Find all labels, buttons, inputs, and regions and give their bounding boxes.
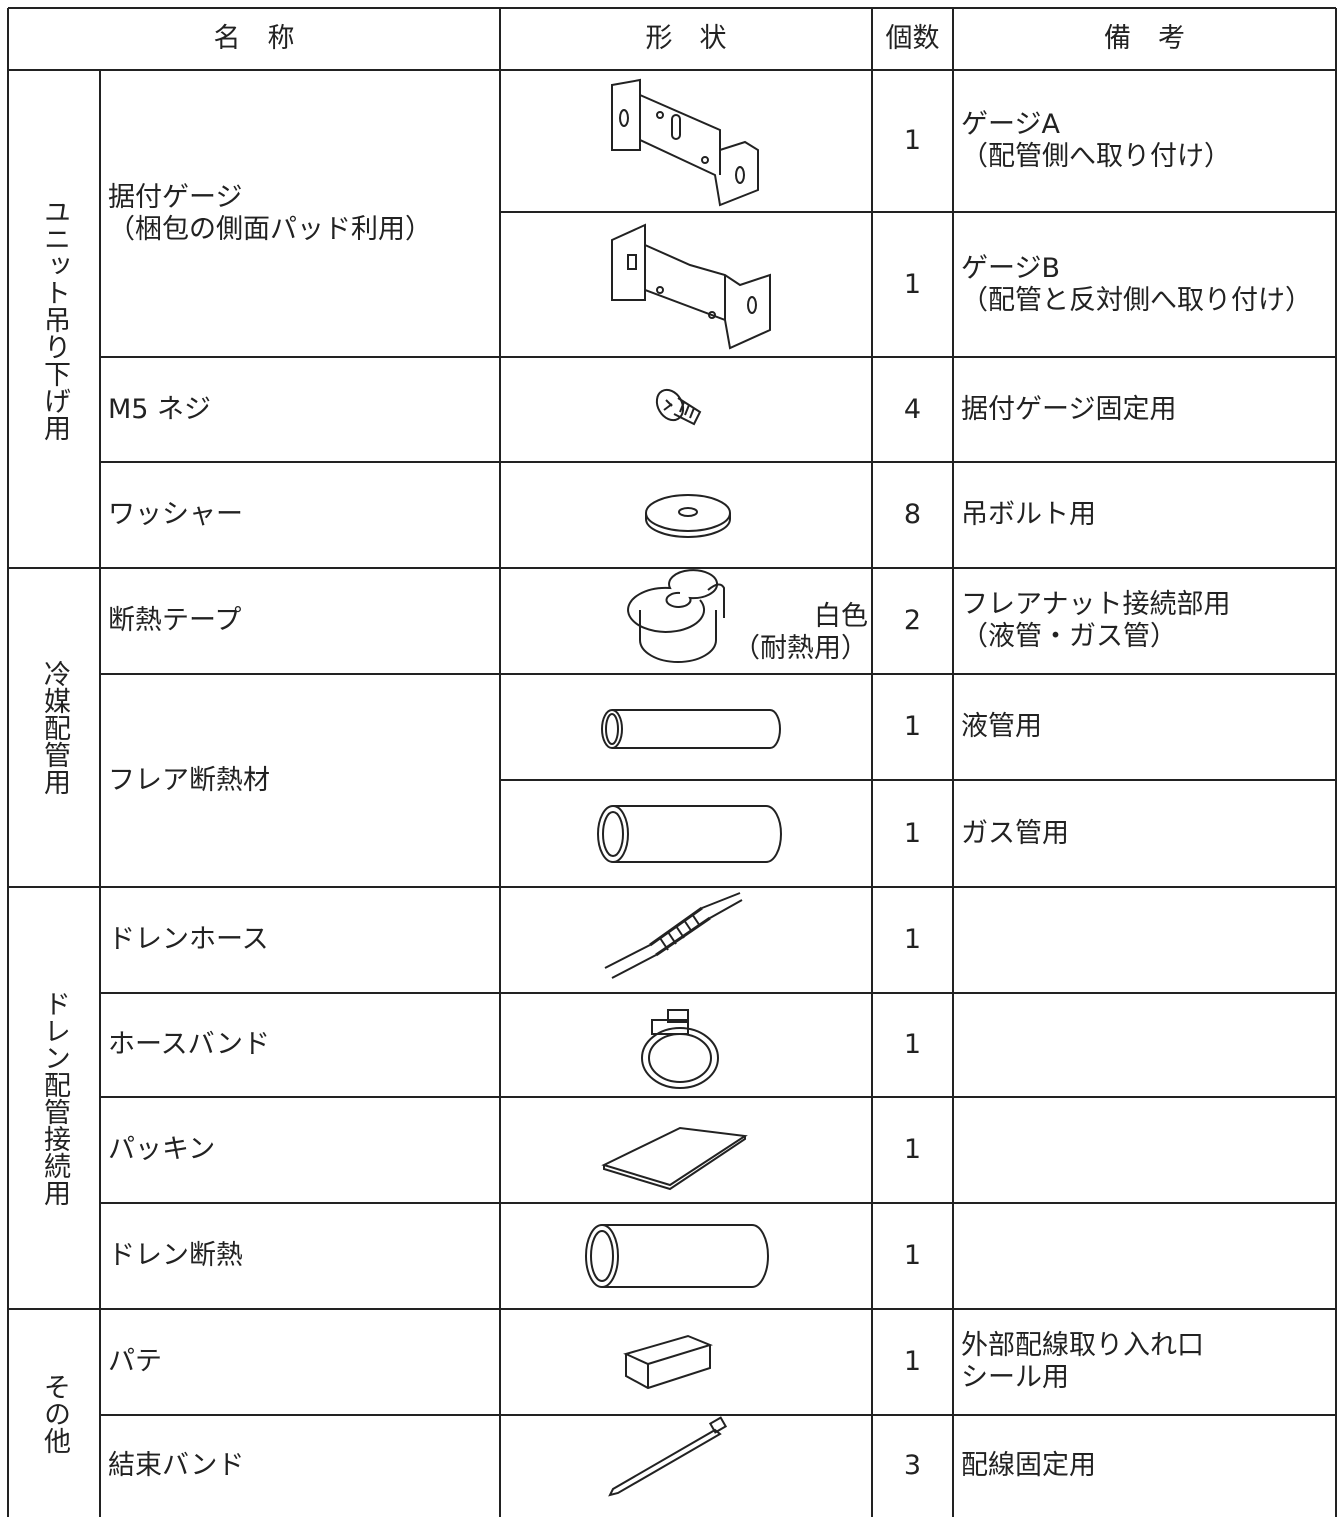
note: ゲージA （配管側へ取り付け） <box>961 70 1331 212</box>
note: ガス管用 <box>961 780 1331 887</box>
item-name: パッキン <box>108 1097 498 1203</box>
putty-icon <box>623 1334 713 1390</box>
quantity: 4 <box>903 393 922 425</box>
item-name-line: （梱包の側面パッド利用） <box>108 213 432 245</box>
note: 配線固定用 <box>961 1415 1331 1517</box>
item-name-line: ワッシャー <box>108 499 243 530</box>
item-name-line: フレア断熱材 <box>108 764 270 796</box>
quantity: 1 <box>903 268 922 300</box>
shape-label-line: （耐熱用） <box>733 633 868 664</box>
quantity: 1 <box>903 1134 922 1165</box>
quantity: 1 <box>903 711 922 742</box>
item-name-line: ホースバンド <box>108 1029 270 1060</box>
note-line: 液管用 <box>961 711 1042 742</box>
quantity: 1 <box>903 1240 922 1271</box>
item-name: 断熱テープ <box>108 568 498 674</box>
note-line: ゲージB <box>961 252 1060 284</box>
item-name-line: 断熱テープ <box>108 605 242 636</box>
gauge-b-icon <box>611 223 771 350</box>
header-cell: 名 称 <box>213 23 295 54</box>
item-name-line: 結束バンド <box>108 1450 245 1481</box>
quantity: 1 <box>903 1029 922 1060</box>
packing-icon <box>601 1126 748 1191</box>
quantity: 1 <box>903 924 922 955</box>
washer-icon <box>645 494 731 538</box>
item-name-line: 据付ゲージ <box>108 181 243 213</box>
note-line: （配管と反対側へ取り付け） <box>961 284 1312 316</box>
note: フレアナット接続部用 （液管・ガス管） <box>961 568 1331 674</box>
drain-insulation-icon <box>585 1224 769 1288</box>
header-cell: 備 考 <box>1104 23 1185 54</box>
item-name: パテ <box>108 1309 498 1415</box>
note: 液管用 <box>961 674 1331 780</box>
quantity: 1 <box>903 1346 922 1377</box>
tape-icon <box>627 569 725 663</box>
shape-label-line: 白色 <box>814 601 868 632</box>
note-line: 据付ゲージ固定用 <box>961 393 1177 425</box>
item-name: ワッシャー <box>108 462 498 568</box>
quantity: 2 <box>903 605 922 636</box>
item-name: フレア断熱材 <box>108 674 498 887</box>
gauge-a-icon <box>611 78 759 207</box>
note-line: 外部配線取り入れ口 <box>961 1330 1204 1361</box>
hose-band-icon <box>641 1009 719 1089</box>
group-label: ユニット吊り下げ用 <box>39 197 70 441</box>
cable-tie-icon <box>608 1416 728 1497</box>
item-name: ホースバンド <box>108 993 498 1097</box>
item-name: ドレン断熱 <box>108 1203 498 1309</box>
item-name-line: パテ <box>108 1346 162 1377</box>
note-line: 配線固定用 <box>961 1450 1096 1481</box>
header-cell: 個数 <box>885 23 940 54</box>
item-name: 結束バンド <box>108 1415 498 1517</box>
item-name: M5 ネジ <box>108 357 498 462</box>
shape-label: 白色 （耐熱用） <box>733 598 868 668</box>
item-name-line: ドレン断熱 <box>108 1240 243 1271</box>
item-name: 据付ゲージ （梱包の側面パッド利用） <box>108 70 498 357</box>
gas-tube-icon <box>597 805 782 863</box>
quantity: 8 <box>903 499 922 530</box>
note-line: （配管側へ取り付け） <box>961 141 1231 172</box>
note: 外部配線取り入れ口 シール用 <box>961 1309 1331 1415</box>
note-line: ゲージA <box>961 109 1060 140</box>
quantity: 1 <box>903 125 922 156</box>
note-line: 吊ボルト用 <box>961 499 1096 530</box>
quantity: 1 <box>903 817 922 849</box>
item-name-line: パッキン <box>108 1134 216 1165</box>
item-name: ドレンホース <box>108 887 498 993</box>
item-name-line: ドレンホース <box>108 924 269 955</box>
note: 吊ボルト用 <box>961 462 1331 568</box>
liquid-tube-icon <box>601 709 781 749</box>
drain-hose-icon <box>604 892 743 979</box>
group-label: ドレン配管接続用 <box>39 990 70 1206</box>
group-label: 冷媒配管用 <box>39 660 70 795</box>
header-cell: 形 状 <box>645 23 727 54</box>
note-line: フレアナット接続部用 <box>961 589 1231 620</box>
note-line: シール用 <box>961 1362 1069 1393</box>
note-line: （液管・ガス管） <box>961 621 1177 652</box>
screw-icon <box>655 388 702 426</box>
item-name-line: M5 ネジ <box>108 393 212 425</box>
note: 据付ゲージ固定用 <box>961 357 1331 462</box>
quantity: 3 <box>903 1450 922 1481</box>
note-line: ガス管用 <box>961 817 1069 849</box>
note: ゲージB （配管と反対側へ取り付け） <box>961 212 1331 357</box>
group-label: その他 <box>39 1372 70 1454</box>
